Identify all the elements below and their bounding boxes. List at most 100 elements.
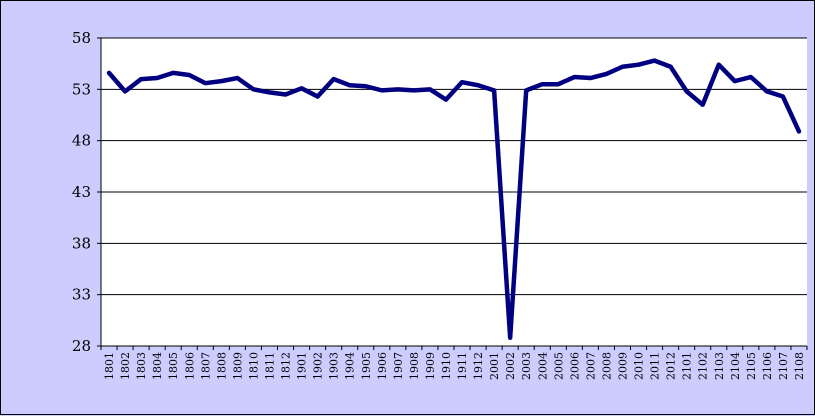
data-point [701, 103, 705, 107]
x-tick-label: 1911 [456, 352, 469, 380]
x-tick-label: 1901 [296, 352, 309, 380]
x-tick-label: 2007 [584, 352, 597, 380]
y-tick-label: 58 [72, 29, 91, 47]
x-tick-label: 1811 [263, 352, 276, 380]
y-tick-label: 38 [72, 234, 91, 252]
x-tick-label: 1808 [215, 352, 228, 380]
x-tick-label: 2009 [616, 352, 629, 380]
x-tick-label: 2010 [633, 352, 646, 380]
x-tick-label: 1909 [424, 352, 437, 380]
data-point [107, 71, 111, 75]
x-tick-label: 2106 [761, 352, 774, 380]
x-tick-label: 1807 [199, 352, 212, 380]
data-point [556, 82, 560, 86]
data-point [139, 77, 143, 81]
x-tick-label: 2101 [681, 352, 694, 380]
data-point [444, 98, 448, 102]
data-point [332, 77, 336, 81]
data-point [123, 89, 127, 93]
x-tick-label: 2004 [536, 352, 549, 380]
data-point [781, 95, 785, 99]
data-point [235, 76, 239, 80]
x-tick-label: 2008 [600, 352, 613, 380]
data-point [412, 88, 416, 92]
x-tick-label: 1908 [408, 352, 421, 380]
x-axis: 1801 1802 1803 1804 1805 1806 1807 1808 1809 1810… [100, 345, 808, 380]
x-tick-label: 1806 [183, 352, 196, 380]
data-point [300, 86, 304, 90]
x-tick-label: 1907 [392, 352, 405, 380]
data-point [476, 83, 480, 87]
y-axis: 58 53 48 43 38 33 28 [72, 29, 102, 355]
data-point [348, 83, 352, 87]
data-point [765, 89, 769, 93]
y-tick-label: 48 [72, 132, 91, 150]
data-point [669, 65, 673, 69]
data-point [540, 82, 544, 86]
x-tick-label: 2103 [713, 352, 726, 380]
data-point [733, 79, 737, 83]
x-tick-label: 1810 [247, 352, 260, 380]
data-point [572, 75, 576, 79]
x-tick-label: 2005 [552, 352, 565, 380]
data-point [620, 65, 624, 69]
data-point [428, 87, 432, 91]
x-tick-label: 2002 [504, 352, 517, 380]
x-tick-label: 2105 [745, 352, 758, 380]
data-point [267, 90, 271, 94]
y-tick-label: 28 [72, 337, 91, 355]
data-point [203, 81, 207, 85]
data-point [251, 87, 255, 91]
series-layer [106, 58, 802, 341]
x-tick-label: 1910 [440, 352, 453, 380]
data-point [749, 75, 753, 79]
data-point [637, 63, 641, 67]
x-tick-label: 2102 [697, 352, 710, 380]
x-tick-label: 1902 [312, 352, 325, 380]
y-tick-label: 43 [72, 183, 91, 201]
data-point [171, 71, 175, 75]
data-point [284, 92, 288, 96]
x-tick-label: 1906 [376, 352, 389, 380]
data-point [364, 84, 368, 88]
data-point [604, 72, 608, 76]
x-tick-label: 1801 [103, 352, 116, 380]
data-point [187, 73, 191, 77]
x-tick-label: 2107 [777, 352, 790, 380]
x-tick-label: 2011 [649, 352, 662, 380]
x-tick-label: 2001 [488, 352, 501, 380]
x-tick-label: 1903 [328, 352, 341, 380]
data-point [396, 87, 400, 91]
x-tick-label: 2108 [793, 352, 806, 380]
x-tick-label: 1804 [151, 352, 164, 380]
data-point [508, 336, 512, 340]
data-point [685, 89, 689, 93]
data-point [588, 76, 592, 80]
x-tick-label: 1905 [360, 352, 373, 380]
data-point [492, 88, 496, 92]
data-point [797, 129, 801, 133]
x-tick-label: 2104 [729, 352, 742, 380]
x-tick-label: 2012 [665, 352, 678, 380]
x-tick-label: 1802 [119, 352, 132, 380]
data-point [219, 79, 223, 83]
data-point [717, 63, 721, 67]
y-tick-label: 33 [72, 286, 91, 304]
x-tick-label: 1803 [135, 352, 148, 380]
x-tick-label: 1904 [344, 352, 357, 380]
x-tick-label: 1805 [167, 352, 180, 380]
data-point [653, 59, 657, 63]
data-point [380, 88, 384, 92]
x-tick-label: 2003 [520, 352, 533, 380]
data-point [155, 76, 159, 80]
x-tick-label: 1812 [280, 352, 293, 380]
data-point [460, 80, 464, 84]
x-tick-label: 1809 [231, 352, 244, 380]
x-tick-label: 1912 [472, 352, 485, 380]
data-point [524, 88, 528, 92]
series-line [106, 58, 802, 341]
x-tick-label: 2006 [568, 352, 581, 380]
data-point [316, 95, 320, 99]
